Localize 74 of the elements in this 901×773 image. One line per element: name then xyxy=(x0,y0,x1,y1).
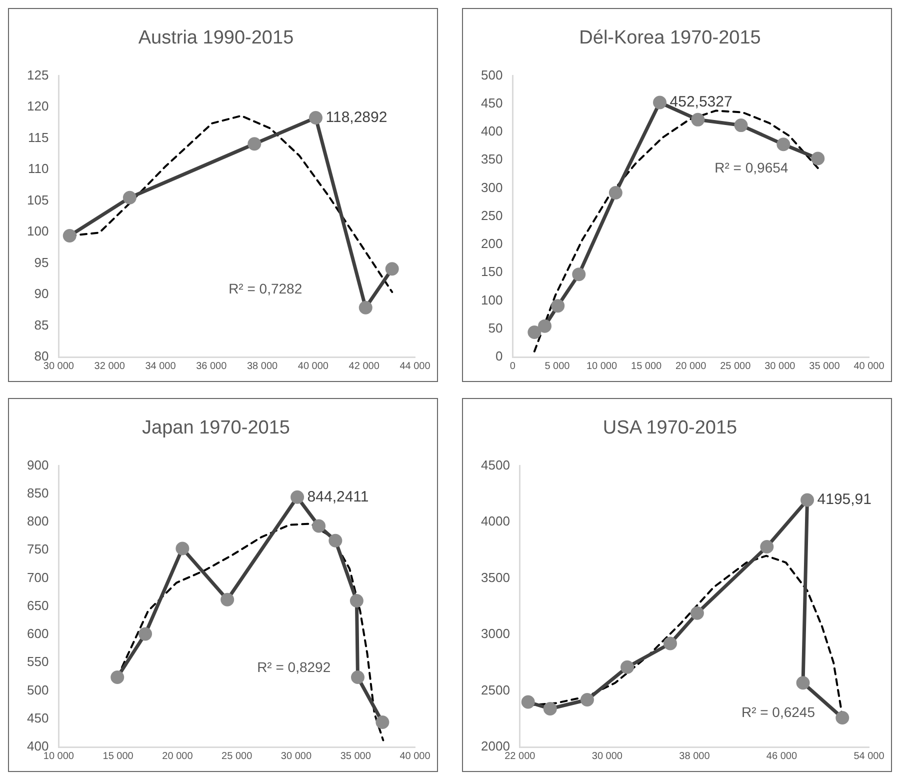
y-tick-label: 800 xyxy=(26,514,49,529)
y-tick-label: 3500 xyxy=(481,570,510,585)
y-tick-label: 500 xyxy=(26,682,49,698)
y-tick-label: 250 xyxy=(480,208,503,223)
y-tick-label: 115 xyxy=(28,130,49,145)
y-tick-label: 750 xyxy=(26,542,49,557)
chart-title: Japan 1970-2015 xyxy=(142,418,290,439)
x-tick-label: 34 000 xyxy=(145,360,176,372)
x-tick-label: 42 000 xyxy=(348,360,380,372)
y-tick-label: 650 xyxy=(26,598,49,613)
y-tick-label: 4500 xyxy=(481,457,510,472)
x-tick-label: 38 000 xyxy=(679,750,710,762)
y-tick-label: 120 xyxy=(26,98,49,114)
y-tick-label: 110 xyxy=(28,161,49,176)
y-tick-label: 100 xyxy=(26,224,49,239)
annotation: R² = 0,8292 xyxy=(257,659,331,676)
data-label: 452,5327 xyxy=(670,94,732,111)
y-tick-label: 450 xyxy=(480,96,503,110)
x-tick-label: 40 000 xyxy=(400,750,431,762)
annotation: R² = 0,6245 xyxy=(741,704,816,720)
x-tick-label: 10 000 xyxy=(586,360,618,372)
x-tick-label: 32 000 xyxy=(94,360,126,372)
x-tick-label: 35 000 xyxy=(340,750,372,762)
x-tick-label: 30 000 xyxy=(764,360,796,372)
x-tick-label: 44 000 xyxy=(400,360,431,372)
x-tick-label: 25 000 xyxy=(720,360,752,372)
x-tick-label: 54 000 xyxy=(854,750,885,762)
x-tick-label: 40 000 xyxy=(298,360,329,372)
y-tick-label: 350 xyxy=(480,152,503,167)
data-label: 118,2892 xyxy=(326,108,388,126)
x-tick-label: 22 000 xyxy=(504,750,536,762)
y-tick-label: 500 xyxy=(480,67,503,82)
chart-title: USA 1970-2015 xyxy=(602,418,738,439)
x-tick-label: 30 000 xyxy=(280,750,312,762)
y-tick-label: 2500 xyxy=(481,682,510,698)
x-tick-label: 15 000 xyxy=(102,750,134,762)
y-tick-label: 850 xyxy=(26,486,49,500)
y-tick-label: 50 xyxy=(488,320,503,336)
y-tick-label: 300 xyxy=(480,180,503,195)
x-tick-label: 20 000 xyxy=(162,750,194,762)
y-tick-label: 4000 xyxy=(481,514,510,529)
y-tick-label: 400 xyxy=(480,124,503,139)
annotation: R² = 0,7282 xyxy=(228,280,302,296)
y-tick-label: 150 xyxy=(480,264,503,280)
y-tick-label: 3000 xyxy=(481,626,510,642)
y-tick-label: 900 xyxy=(26,457,49,472)
data-label: 4195,91 xyxy=(817,491,872,508)
y-tick-label: 85 xyxy=(34,317,49,332)
x-tick-label: 40 000 xyxy=(854,360,885,372)
y-tick-label: 90 xyxy=(34,286,49,302)
y-tick-label: 95 xyxy=(34,254,49,270)
x-tick-label: 35 000 xyxy=(809,360,840,372)
x-tick-label: 5 000 xyxy=(544,360,570,372)
y-tick-label: 100 xyxy=(480,292,503,308)
chart-title: Austria 1990-2015 xyxy=(138,28,294,49)
y-tick-label: 550 xyxy=(26,654,49,670)
y-tick-label: 600 xyxy=(26,626,49,642)
y-tick-label: 450 xyxy=(26,710,49,726)
x-tick-label: 30 000 xyxy=(592,750,623,762)
x-tick-label: 30 000 xyxy=(43,360,74,372)
y-tick-label: 125 xyxy=(26,67,49,82)
x-tick-label: 15 000 xyxy=(631,360,662,372)
x-tick-label: 20 000 xyxy=(676,360,707,372)
data-label: 844,2411 xyxy=(307,488,369,506)
x-tick-label: 36 000 xyxy=(196,360,228,372)
annotation: R² = 0,9654 xyxy=(714,159,788,176)
y-tick-label: 105 xyxy=(26,192,49,208)
chart-title: Dél-Korea 1970-2015 xyxy=(579,28,761,49)
x-tick-label: 10 000 xyxy=(43,750,74,762)
x-tick-label: 46 000 xyxy=(766,750,798,762)
y-tick-label: 200 xyxy=(480,236,503,252)
y-tick-label: 700 xyxy=(26,570,49,585)
x-tick-label: 25 000 xyxy=(222,750,253,762)
x-tick-label: 38 000 xyxy=(247,360,278,372)
